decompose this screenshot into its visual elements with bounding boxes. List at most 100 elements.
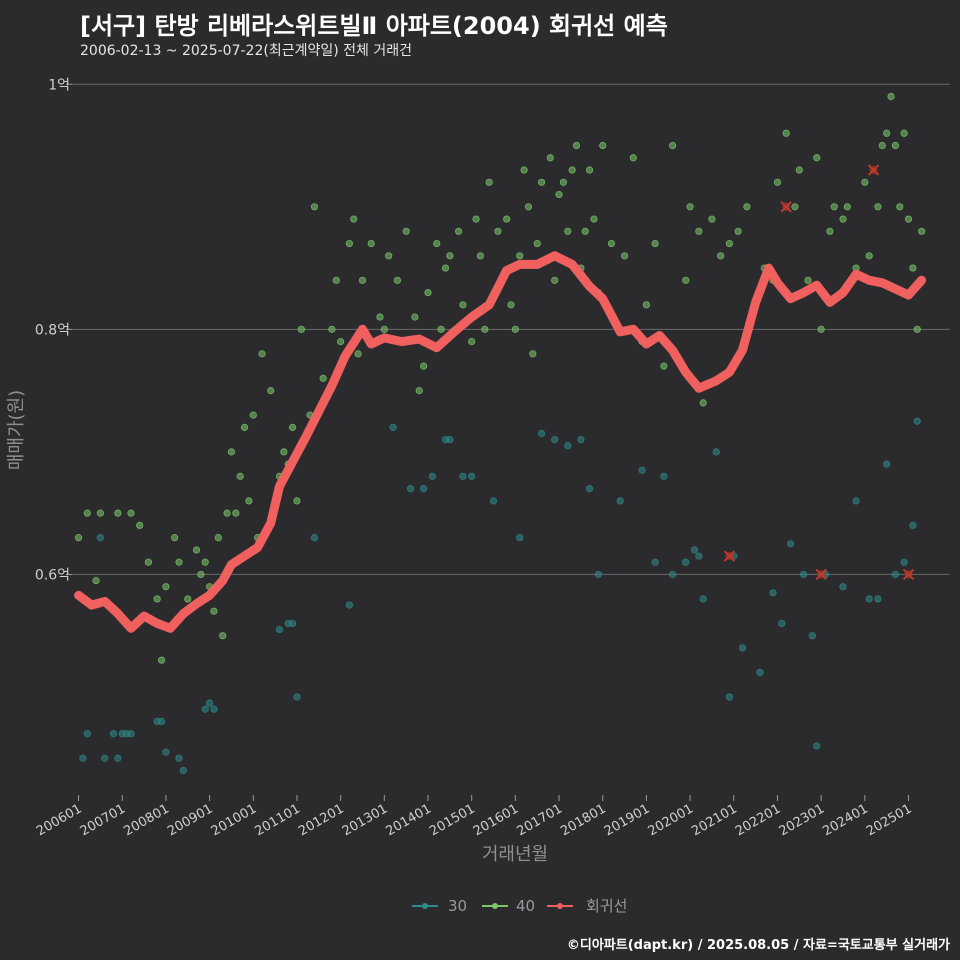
point-40 <box>511 325 519 333</box>
point-40 <box>144 558 153 566</box>
y-tick-label: 0.6억 <box>35 567 70 583</box>
scatter-points <box>74 92 926 775</box>
point-40 <box>468 337 476 346</box>
x-tick-label: 201201 <box>296 801 346 839</box>
point-30 <box>96 534 104 542</box>
point-40 <box>201 558 209 566</box>
point-40 <box>114 509 122 517</box>
point-40 <box>358 276 367 284</box>
point-30 <box>179 766 187 775</box>
legend-label: 30 <box>448 897 467 915</box>
point-40 <box>494 227 502 235</box>
x-tick-label: 201301 <box>340 801 390 839</box>
legend-label: 40 <box>516 897 535 915</box>
point-40 <box>804 276 812 284</box>
regression-line <box>74 251 927 633</box>
point-40 <box>599 141 607 150</box>
point-40 <box>524 203 533 211</box>
point-30 <box>537 429 546 438</box>
point-30 <box>883 460 891 468</box>
point-40 <box>686 203 694 211</box>
point-30 <box>459 472 467 480</box>
legend-item-회귀선: 회귀선 <box>547 897 627 915</box>
point-40 <box>883 129 891 137</box>
point-30 <box>738 644 747 652</box>
point-30 <box>891 570 899 579</box>
point-30 <box>564 442 572 450</box>
point-40 <box>74 534 83 542</box>
x-tick-label: 200901 <box>165 801 215 839</box>
point-30 <box>725 693 734 701</box>
point-40 <box>258 350 266 358</box>
point-40 <box>564 227 572 235</box>
point-40 <box>157 656 166 664</box>
point-40 <box>782 129 790 137</box>
point-40 <box>345 239 353 248</box>
point-40 <box>516 252 524 260</box>
point-40 <box>319 374 327 382</box>
point-40 <box>773 178 782 186</box>
point-40 <box>843 203 851 211</box>
x-axis-label: 거래년월 <box>482 844 548 865</box>
legend-label: 회귀선 <box>586 897 627 915</box>
cancelled-marker <box>902 568 915 581</box>
point-30 <box>127 730 135 738</box>
point-30 <box>288 619 297 628</box>
point-30 <box>293 693 301 701</box>
point-40 <box>551 276 559 284</box>
point-40 <box>420 362 428 370</box>
point-40 <box>839 215 847 223</box>
point-40 <box>393 276 402 284</box>
x-tick-label: 201701 <box>515 801 565 839</box>
point-40 <box>581 227 589 235</box>
point-30 <box>201 705 209 713</box>
x-tick-label: 201801 <box>558 801 608 839</box>
point-40 <box>708 215 716 223</box>
point-30 <box>428 472 436 480</box>
point-40 <box>743 203 751 211</box>
point-30 <box>420 485 428 493</box>
point-30 <box>690 546 699 554</box>
point-40 <box>651 239 659 248</box>
point-40 <box>909 264 917 272</box>
point-30 <box>83 730 91 738</box>
point-40 <box>280 448 288 456</box>
point-40 <box>337 337 345 346</box>
point-40 <box>590 215 598 223</box>
point-40 <box>293 497 301 505</box>
cancelled-marker <box>780 201 792 213</box>
point-30 <box>551 436 559 444</box>
point-40 <box>559 178 568 186</box>
point-40 <box>887 92 895 101</box>
legend-item-40: 40 <box>482 897 535 915</box>
point-30 <box>516 534 524 542</box>
point-40 <box>92 576 100 585</box>
point-30 <box>778 619 786 628</box>
point-30 <box>109 730 118 738</box>
x-tick-label: 202401 <box>820 801 870 839</box>
point-40 <box>537 178 546 186</box>
point-40 <box>791 203 799 211</box>
x-tick-label: 201901 <box>602 801 652 839</box>
point-40 <box>546 154 554 162</box>
point-40 <box>904 215 913 223</box>
point-40 <box>267 387 275 395</box>
point-40 <box>288 423 297 431</box>
point-30 <box>275 625 284 634</box>
chart-title: [서구] 탄방 리베라스위트빌Ⅱ 아파트(2004) 회귀선 예측 <box>80 12 668 40</box>
cancelled-marker <box>815 568 827 581</box>
point-40 <box>424 288 432 297</box>
point-30 <box>695 552 703 560</box>
point-40 <box>555 190 563 199</box>
point-40 <box>354 350 362 358</box>
point-40 <box>830 203 838 211</box>
point-40 <box>472 215 480 223</box>
point-40 <box>485 178 493 186</box>
point-30 <box>175 754 183 762</box>
point-40 <box>227 448 236 456</box>
point-40 <box>586 166 594 174</box>
point-40 <box>529 350 537 358</box>
point-40 <box>669 141 677 150</box>
point-30 <box>616 497 624 505</box>
